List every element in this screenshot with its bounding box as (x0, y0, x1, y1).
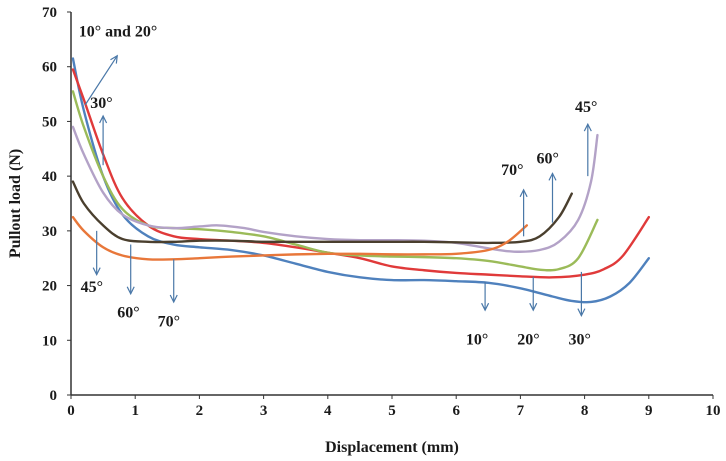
annotation-label: 20° (517, 332, 539, 349)
annotation: 10° (466, 281, 490, 349)
annotation-label: 60° (536, 151, 558, 168)
y-tick-label: 10 (42, 333, 57, 349)
series-layer (71, 57, 650, 304)
y-tick-label: 40 (42, 169, 57, 185)
series-line-3 (71, 90, 599, 272)
x-tick-label: 6 (452, 403, 460, 419)
annotation: 10° and 20° (79, 24, 158, 106)
annotation-label: 70° (501, 162, 523, 179)
x-axis-ticks: 0 1 2 3 4 5 6 7 8 9 10 (67, 395, 721, 419)
x-tick-label: 1 (131, 403, 139, 419)
y-tick-label: 0 (50, 388, 58, 404)
x-axis-title: Displacement (mm) (325, 439, 459, 456)
annotation-arrowhead (583, 122, 592, 132)
y-tick-label: 20 (42, 279, 57, 295)
annotation-label: 10° (466, 332, 488, 349)
annotation-label: 45° (575, 99, 597, 116)
annotation-layer: 10° and 20° 30° 45° 60° 70° 10° 20° 30° 70° 60° 45… (79, 24, 598, 349)
annotation-label: 45° (81, 279, 103, 296)
y-tick-label: 70 (42, 5, 57, 21)
x-tick-label: 0 (67, 403, 75, 419)
annotation: 70° (158, 259, 180, 331)
annotation-arrowhead (99, 114, 108, 124)
annotation: 30° (569, 271, 591, 349)
y-axis-title: Pullout load (N) (7, 149, 24, 258)
annotation-arrowhead (110, 54, 118, 64)
x-tick-label: 7 (517, 403, 525, 419)
annotation-label: 30° (90, 95, 112, 112)
annotation-arrowhead (92, 267, 101, 276)
x-tick-label: 3 (260, 403, 268, 419)
annotation-arrowhead (481, 302, 490, 312)
annotation: 45° (575, 99, 597, 177)
annotation: 60° (117, 244, 140, 321)
annotation-arrowhead (577, 308, 586, 318)
annotation-arrowhead (126, 286, 135, 296)
series-line-1 (71, 57, 650, 304)
annotation-arrowhead (169, 294, 178, 304)
annotation-arrowhead (529, 302, 538, 312)
x-tick-label: 2 (196, 403, 204, 419)
annotation-label: 30° (569, 332, 591, 349)
annotation: 20° (517, 276, 540, 349)
series-line-6 (71, 215, 529, 261)
annotation-arrowhead (519, 188, 528, 198)
series-line-2 (71, 68, 650, 279)
annotation-arrowhead (548, 172, 557, 181)
series-line-5 (71, 180, 573, 245)
x-tick-label: 9 (645, 403, 653, 419)
x-tick-label: 10 (706, 403, 721, 419)
annotation: 30° (90, 95, 113, 166)
y-tick-label: 60 (42, 60, 57, 76)
annotation: 70° (501, 162, 528, 237)
annotation-label: 60° (117, 304, 139, 321)
annotation: 45° (81, 230, 103, 296)
x-tick-label: 5 (388, 403, 396, 419)
annotation-label: 10° and 20° (79, 24, 158, 41)
x-tick-label: 4 (324, 403, 332, 419)
annotation-label: 70° (158, 314, 180, 331)
annotation: 60° (536, 151, 559, 223)
series-line-4 (71, 125, 599, 253)
annotation-arrow (84, 55, 118, 106)
x-tick-label: 8 (581, 403, 589, 419)
plot-area: 0 1 2 3 4 5 6 7 8 9 10 0 10 20 30 40 50 60 70 10° and 20°… (42, 5, 721, 419)
y-axis-ticks: 0 10 20 30 40 50 60 70 (42, 5, 71, 404)
y-tick-label: 30 (42, 224, 57, 240)
y-tick-label: 50 (42, 114, 57, 130)
